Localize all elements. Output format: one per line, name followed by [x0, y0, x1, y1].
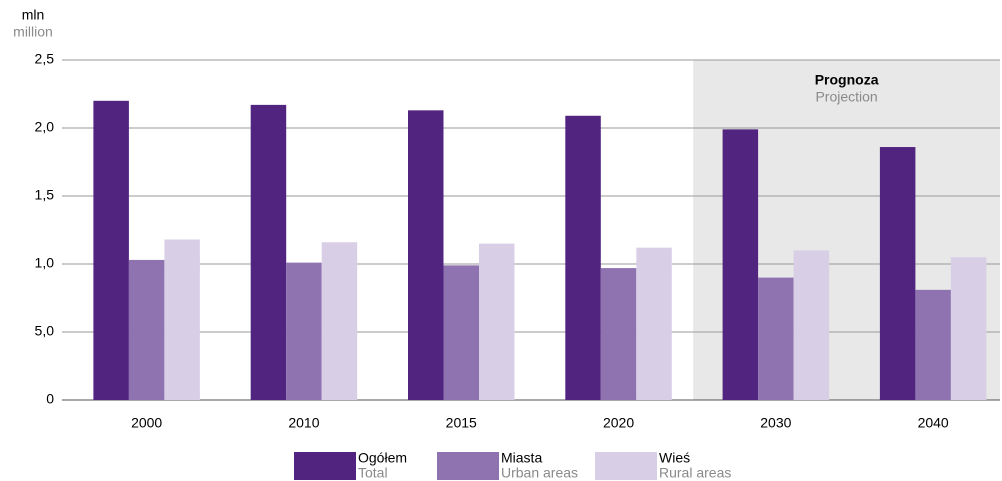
y-tick-label: 2,5: [35, 51, 55, 67]
y-tick-label: 1,0: [35, 255, 55, 271]
bar: [722, 129, 759, 401]
bar: [636, 247, 672, 400]
legend-label: Ogółem: [358, 450, 407, 466]
y-tick-label: 5,0: [35, 323, 55, 339]
legend-label-en: Rural areas: [659, 465, 731, 481]
legend-swatch: [437, 452, 499, 480]
bar: [408, 110, 444, 400]
bar: [250, 104, 287, 400]
x-tick-label: 2015: [446, 415, 477, 431]
legend-label-en: Urban areas: [501, 465, 578, 481]
x-tick-label: 2040: [918, 415, 949, 431]
bar: [879, 147, 916, 400]
legend-label-en: Total: [358, 465, 388, 481]
x-tick-label: 2020: [603, 415, 634, 431]
projection-label-en: Projection: [815, 89, 877, 105]
bar: [793, 250, 830, 400]
y-tick-label: 0: [46, 391, 54, 407]
bar: [128, 259, 165, 400]
legend-swatch: [595, 452, 657, 480]
x-tick-label: 2000: [131, 415, 162, 431]
bar: [164, 239, 200, 400]
y-tick-label: 1,5: [35, 187, 55, 203]
legend-label: Wieś: [659, 450, 690, 466]
legend-label: Miasta: [501, 450, 542, 466]
bar: [565, 115, 601, 400]
bar: [321, 242, 358, 400]
bar: [479, 243, 515, 400]
bar: [600, 268, 637, 400]
legend-swatch: [294, 452, 356, 480]
unit-label: mln: [22, 7, 45, 23]
bar: [950, 257, 987, 400]
x-tick-label: 2010: [288, 415, 319, 431]
projection-label: Prognoza: [815, 72, 879, 88]
bar: [286, 262, 322, 400]
unit-label-en: million: [13, 24, 53, 40]
x-tick-label: 2030: [760, 415, 791, 431]
bar: [758, 277, 794, 400]
bar: [93, 100, 129, 401]
bar: [915, 289, 951, 400]
y-tick-label: 2,0: [35, 119, 55, 135]
bar: [443, 265, 479, 400]
